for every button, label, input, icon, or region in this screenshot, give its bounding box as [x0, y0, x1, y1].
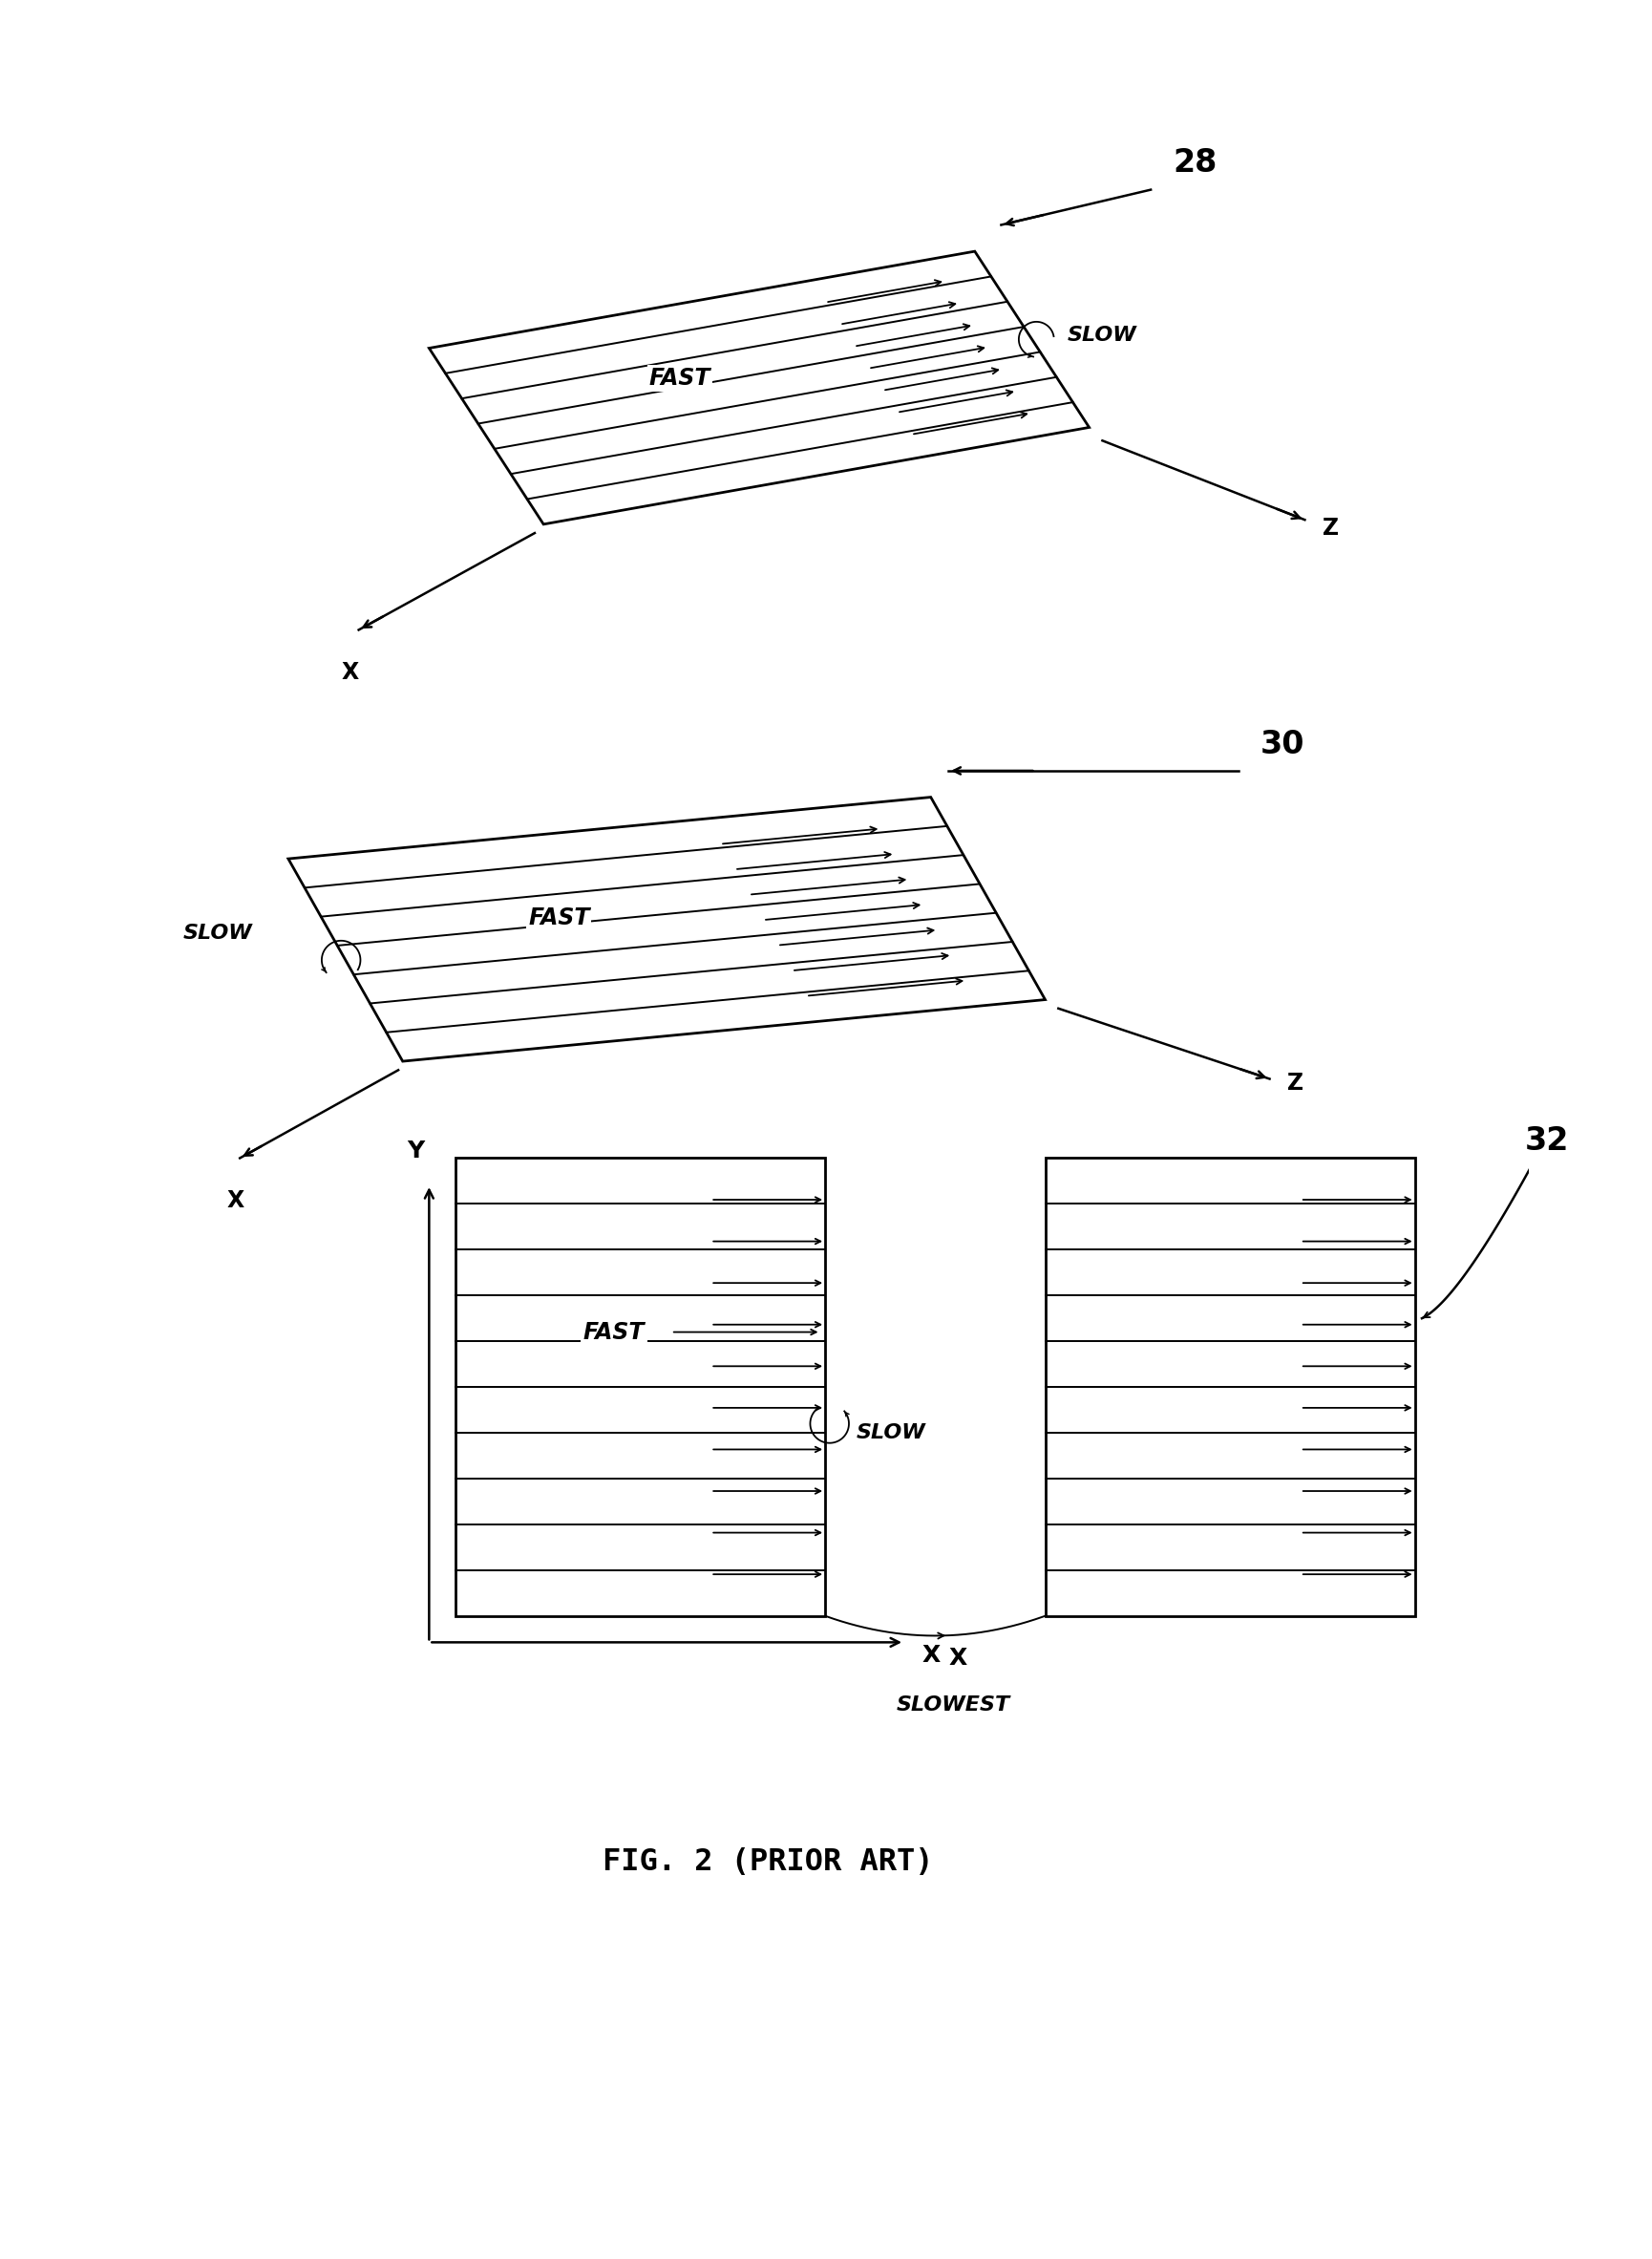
Polygon shape: [430, 251, 1089, 524]
Text: 28: 28: [1173, 147, 1218, 178]
Text: SLOWEST: SLOWEST: [895, 1694, 1009, 1715]
Text: FIG. 2 (PRIOR ART): FIG. 2 (PRIOR ART): [603, 1848, 933, 1877]
Polygon shape: [287, 797, 1046, 1062]
Text: Z: Z: [1287, 1071, 1303, 1096]
Text: SLOW: SLOW: [856, 1423, 925, 1441]
Text: X: X: [226, 1188, 244, 1211]
Text: X: X: [922, 1645, 940, 1667]
Text: FAST: FAST: [583, 1322, 644, 1344]
Text: X: X: [342, 660, 358, 684]
Text: 32: 32: [1525, 1125, 1569, 1157]
Text: SLOW: SLOW: [1067, 325, 1137, 346]
Text: SLOW: SLOW: [183, 924, 253, 944]
Text: FAST: FAST: [529, 906, 590, 931]
Polygon shape: [456, 1159, 824, 1615]
Text: X: X: [948, 1647, 966, 1669]
Text: 30: 30: [1260, 730, 1305, 759]
Text: Z: Z: [1322, 517, 1338, 540]
Text: Y: Y: [406, 1139, 425, 1163]
Text: FAST: FAST: [649, 366, 710, 391]
Polygon shape: [1046, 1159, 1414, 1615]
